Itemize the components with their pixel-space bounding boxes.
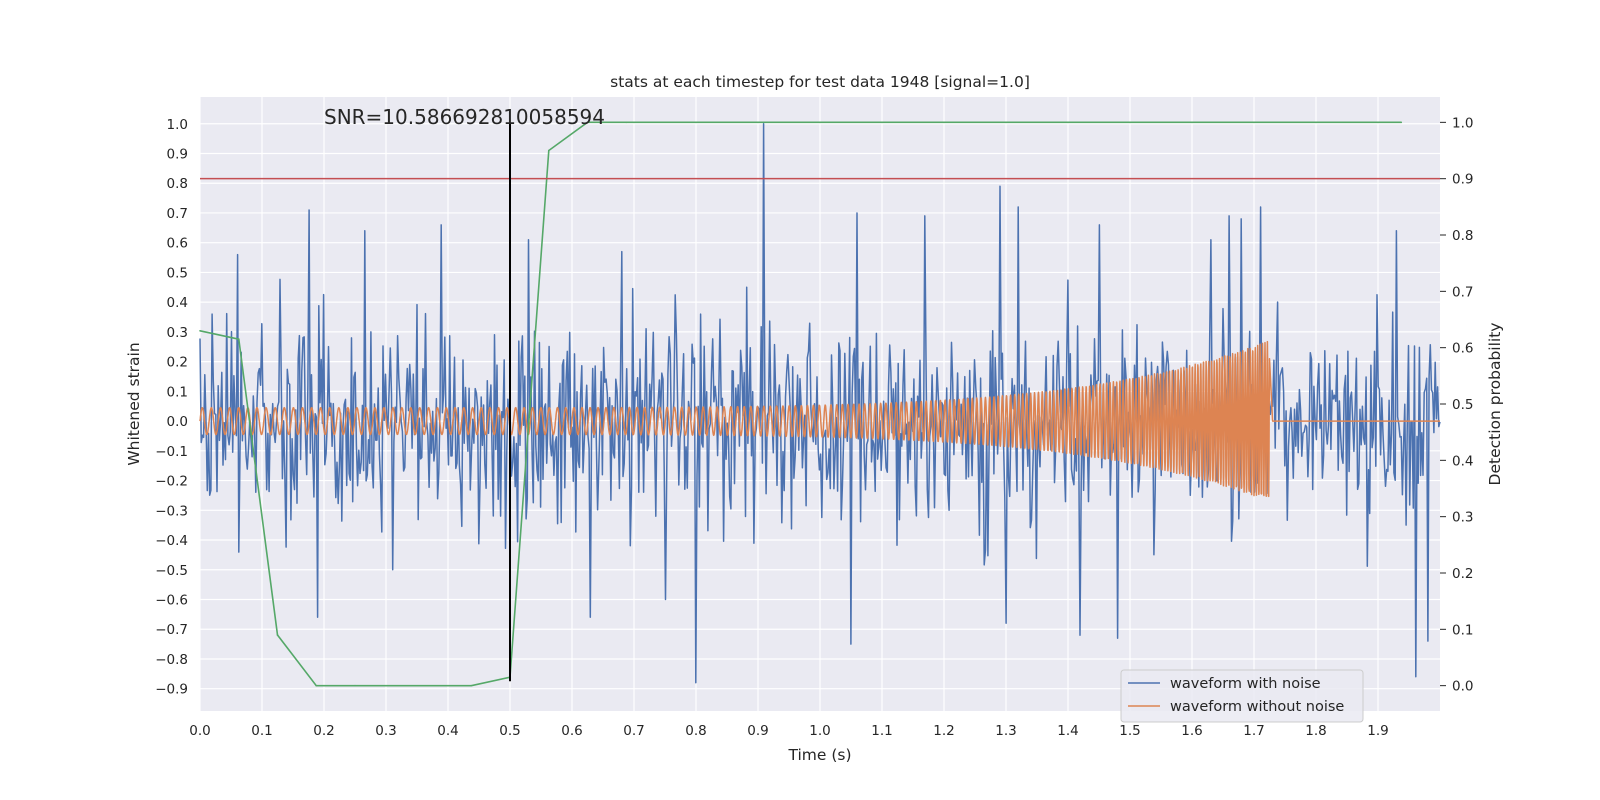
- legend-label-noise: waveform with noise: [1170, 676, 1321, 692]
- x-tick-label: 0.3: [375, 723, 396, 739]
- legend: waveform with noise waveform without noi…: [1120, 669, 1364, 723]
- y-tick-label: 0.5: [167, 265, 188, 281]
- snr-annotation: SNR=10.586692810058594: [324, 105, 605, 129]
- signal-line: [199, 340, 1440, 498]
- x-tick-label: 0.1: [251, 723, 272, 739]
- right-tick-label: 0.2: [1452, 566, 1473, 582]
- x-tick-label: 1.9: [1367, 723, 1388, 739]
- y-tick-label: −0.2: [155, 474, 188, 490]
- grid: [199, 97, 1440, 711]
- y-axis-title-right: Detection probability: [1486, 323, 1504, 486]
- x-tick-label: 1.1: [871, 723, 892, 739]
- right-tick-label: 0.6: [1452, 341, 1473, 357]
- x-tick-label: 0.2: [313, 723, 334, 739]
- y-axis-title: Whitened strain: [125, 342, 143, 465]
- x-tick-label: 1.8: [1305, 723, 1326, 739]
- right-tick-label: 0.5: [1452, 397, 1473, 413]
- ticks: 0.0 0.1 0.2 0.3 0.4 0.5 0.6 0.7 0.8 0.9 1.0 1.1 1.2 1…: [155, 115, 1473, 739]
- x-tick-label: 1.0: [809, 723, 830, 739]
- right-tick-label: 0.9: [1452, 172, 1473, 188]
- y-tick-label: −0.1: [155, 444, 188, 460]
- x-tick-label: 1.6: [1181, 723, 1202, 739]
- right-tick-label: 0.4: [1452, 453, 1473, 469]
- probability-point: [315, 684, 318, 687]
- x-tick-label: 0.8: [685, 723, 706, 739]
- y-tick-label: 0.7: [167, 206, 188, 222]
- x-tick-label: 1.4: [1057, 723, 1078, 739]
- x-tick-label: 1.5: [1119, 723, 1140, 739]
- right-tick-label: 0.1: [1452, 622, 1473, 638]
- chart-title: stats at each timestep for test data 194…: [610, 73, 1030, 91]
- probability-point: [276, 634, 279, 636]
- y-tick-label: 0.3: [167, 325, 188, 341]
- x-tick-label: 0.0: [189, 723, 210, 739]
- right-tick-label: 0.7: [1452, 284, 1473, 300]
- y-tick-label: 0.4: [167, 295, 188, 311]
- y-tick-label: −0.5: [155, 563, 188, 579]
- y-tick-label: 0.2: [167, 355, 188, 371]
- y-tick-label: −0.3: [155, 503, 188, 519]
- signal-series: [199, 340, 1440, 498]
- y-tick-label: −0.9: [155, 682, 188, 698]
- x-tick-label: 0.5: [499, 723, 520, 739]
- right-tick-label: 0.3: [1452, 510, 1473, 526]
- probability-point: [237, 338, 240, 341]
- y-tick-label: 0.0: [167, 414, 188, 430]
- x-tick-label: 1.3: [995, 723, 1016, 739]
- x-axis-title: Time (s): [787, 746, 851, 764]
- legend-label-signal: waveform without noise: [1170, 699, 1344, 715]
- probability-point: [586, 121, 589, 124]
- x-tick-label: 0.4: [437, 723, 458, 739]
- probability-point: [470, 684, 473, 687]
- probability-point: [199, 329, 201, 332]
- probability-point: [354, 684, 356, 687]
- y-tick-label: 1.0: [167, 117, 188, 133]
- y-tick-label: 0.9: [167, 146, 188, 162]
- right-tick-label: 0.8: [1452, 228, 1473, 244]
- probability-point: [1400, 121, 1403, 124]
- y-tick-label: −0.8: [155, 652, 188, 668]
- x-tick-label: 1.7: [1243, 723, 1264, 739]
- probability-point: [547, 149, 550, 152]
- x-tick-label: 0.7: [623, 723, 644, 739]
- y-tick-label: 0.8: [167, 176, 188, 192]
- probability-point: [625, 121, 628, 124]
- x-tick-label: 1.2: [933, 723, 954, 739]
- legend-box: [1120, 669, 1364, 723]
- right-tick-label: 0.0: [1452, 679, 1473, 695]
- overlay-lines: [200, 123, 1440, 682]
- x-tick-label: 0.6: [561, 723, 582, 739]
- y-tick-label: 0.6: [167, 236, 188, 252]
- x-tick-label: 0.9: [747, 723, 768, 739]
- y-tick-label: −0.6: [155, 592, 188, 608]
- right-tick-label: 1.0: [1452, 115, 1473, 131]
- y-tick-label: −0.4: [155, 533, 188, 549]
- y-tick-label: −0.7: [155, 622, 188, 638]
- y-tick-label: 0.1: [167, 384, 188, 400]
